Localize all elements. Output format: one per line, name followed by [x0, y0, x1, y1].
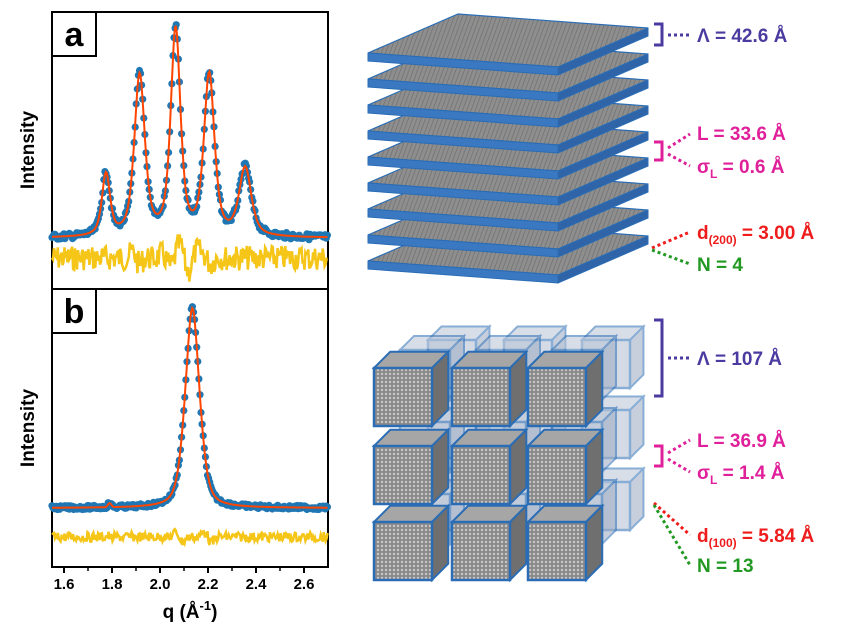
- L-label-a: L = 33.6 Å: [697, 124, 786, 145]
- sheet-layer: [367, 13, 649, 76]
- sigma-label-a: σL = 0.6 Å: [697, 157, 785, 181]
- cube-front: [525, 503, 605, 583]
- annotations-b: Λ = 107 Å L = 36.9 Å σL = 1.4 Å d(100) =…: [652, 318, 815, 577]
- panel-b-label-box: [51, 288, 97, 334]
- x-tick-label: 1.6: [54, 576, 75, 593]
- panel-b-plot: b Intensity: [18, 288, 331, 568]
- cube-front: [371, 349, 451, 429]
- panel-b-data-points: [48, 303, 331, 514]
- x-tick-label: 2.2: [198, 576, 219, 593]
- b-data-point: [188, 303, 196, 311]
- panel-a-ylabel: Intensity: [18, 111, 39, 190]
- x-tick-label: 2.6: [294, 576, 315, 593]
- panel-a-label: a: [65, 16, 85, 54]
- x-axis-label-sup: -1: [200, 598, 212, 613]
- x-axis-label: q (Å-1): [163, 598, 218, 623]
- N-label-a: N = 4: [697, 255, 743, 276]
- d-label-b: d(100) = 5.84 Å: [697, 526, 815, 550]
- sigma-symbol-b: σ: [697, 463, 710, 484]
- cube-front: [525, 427, 605, 507]
- L-bracket-a: [654, 140, 664, 162]
- cube-front: [449, 349, 529, 429]
- x-tick-label: 2.0: [150, 576, 171, 593]
- x-axis: 1.6 1.8 2.0 2.2 2.4 2.6: [54, 567, 315, 593]
- panel-b-ylabel: Intensity: [18, 389, 39, 468]
- sigma-value-b: = 1.4 Å: [717, 463, 784, 484]
- d-subscript-b: (100): [709, 536, 737, 550]
- L-label-b: L = 36.9 Å: [697, 431, 786, 452]
- L-bracket-b: [654, 444, 664, 468]
- cube-front: [371, 503, 451, 583]
- sigma-value-a: = 0.6 Å: [717, 157, 784, 178]
- lambda-label-b: Λ = 107 Å: [697, 349, 782, 370]
- panel-a-residual-line: [50, 234, 328, 282]
- cube-front: [449, 427, 529, 507]
- x-axis-label-main: q (Å: [163, 602, 200, 623]
- x-tick-label: 1.8: [102, 576, 123, 593]
- d-leader-b: [653, 501, 691, 537]
- panel-b-label: b: [64, 293, 85, 331]
- L-leader-b: [667, 438, 691, 455]
- cube-superlattice: [371, 324, 646, 583]
- N-label-b: N = 13: [697, 556, 754, 577]
- panel-b-residual-line: [51, 527, 329, 548]
- sigma-label-b: σL = 1.4 Å: [697, 463, 785, 487]
- cube-front: [371, 427, 451, 507]
- sigma-symbol-a: σ: [697, 157, 710, 178]
- sigma-leader-a: [667, 152, 691, 168]
- x-tick-label: 2.4: [246, 576, 268, 593]
- d-value-a: = 3.00 Å: [737, 223, 815, 244]
- panel-a-fit-line: [52, 25, 328, 239]
- d-symbol-a: d: [697, 223, 709, 244]
- sigma-subscript-a: L: [710, 167, 717, 181]
- sigma-subscript-b: L: [710, 473, 717, 487]
- d-leader-a: [651, 230, 691, 250]
- L-leader-a: [667, 132, 691, 150]
- cube-front: [449, 503, 529, 583]
- sigma-leader-b: [667, 457, 691, 474]
- cube-front: [525, 349, 605, 429]
- N-leader-b: [652, 504, 692, 566]
- lambda-bracket-b: [654, 318, 664, 398]
- d-value-b: = 5.84 Å: [737, 526, 815, 547]
- panel-b-frame: [51, 288, 329, 568]
- lambda-label-a: Λ = 42.6 Å: [697, 26, 788, 47]
- panel-b-fit-line: [52, 305, 328, 509]
- lambda-bracket-a: [654, 22, 664, 47]
- panel-a-label-box: [51, 11, 97, 57]
- a-data-point: [172, 21, 180, 29]
- x-axis-label-close: ): [211, 602, 217, 623]
- d-subscript-a: (200): [709, 233, 737, 247]
- N-leader-a: [651, 248, 691, 266]
- d-label-a: d(200) = 3.00 Å: [697, 223, 815, 247]
- annotations-a: Λ = 42.6 Å L = 33.6 Å σL = 0.6 Å d(200) …: [651, 22, 815, 276]
- lamellar-sheet-stack: [367, 13, 649, 284]
- panel-a-plot: a Intensity: [18, 11, 331, 290]
- d-symbol-b: d: [697, 526, 709, 547]
